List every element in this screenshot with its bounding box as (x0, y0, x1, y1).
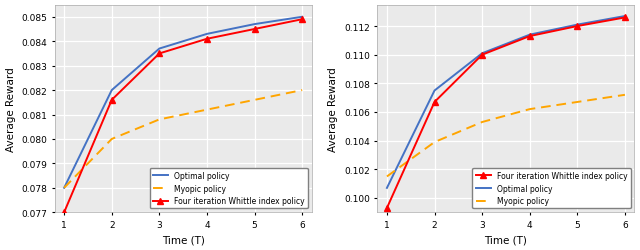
Myopic policy (478, 121, 486, 124)
Myopic policy (60, 186, 68, 190)
Optimal policy (383, 187, 391, 190)
Legend: Optimal policy, Myopic policy, Four iteration Whittle index policy: Optimal policy, Myopic policy, Four iter… (150, 168, 308, 208)
Four iteration Whittle index policy (60, 211, 68, 214)
Optimal policy (431, 90, 438, 93)
Four iteration Whittle index policy (621, 17, 628, 20)
Optimal policy (156, 48, 163, 51)
Myopic policy (203, 109, 211, 112)
Four iteration Whittle index policy (526, 36, 534, 38)
Optimal policy (298, 16, 306, 19)
Line: Optimal policy: Optimal policy (64, 18, 302, 188)
Optimal policy (251, 24, 259, 26)
Line: Myopic policy: Myopic policy (387, 96, 625, 177)
Line: Optimal policy: Optimal policy (387, 17, 625, 188)
X-axis label: Time (T): Time (T) (484, 234, 527, 244)
Y-axis label: Average Reward: Average Reward (328, 67, 339, 151)
Myopic policy (251, 99, 259, 102)
Four iteration Whittle index policy (108, 99, 116, 102)
Four iteration Whittle index policy (573, 26, 581, 29)
Four iteration Whittle index policy (431, 101, 438, 104)
Myopic policy (298, 89, 306, 92)
Optimal policy (478, 52, 486, 56)
Optimal policy (573, 24, 581, 27)
Myopic policy (621, 94, 628, 97)
Four iteration Whittle index policy (203, 38, 211, 41)
Four iteration Whittle index policy (156, 53, 163, 56)
Line: Four iteration Whittle index policy: Four iteration Whittle index policy (384, 16, 628, 211)
Line: Myopic policy: Myopic policy (64, 91, 302, 188)
Four iteration Whittle index policy (383, 206, 391, 210)
Four iteration Whittle index policy (478, 54, 486, 57)
Four iteration Whittle index policy (251, 28, 259, 31)
Myopic policy (383, 175, 391, 178)
Y-axis label: Average Reward: Average Reward (6, 67, 15, 151)
Optimal policy (621, 16, 628, 18)
Four iteration Whittle index policy (298, 19, 306, 22)
Optimal policy (203, 33, 211, 36)
Optimal policy (60, 186, 68, 190)
Myopic policy (431, 141, 438, 144)
X-axis label: Time (T): Time (T) (162, 234, 205, 244)
Optimal policy (526, 34, 534, 37)
Myopic policy (156, 118, 163, 122)
Myopic policy (108, 138, 116, 141)
Myopic policy (526, 108, 534, 111)
Myopic policy (573, 101, 581, 104)
Legend: Four iteration Whittle index policy, Optimal policy, Myopic policy: Four iteration Whittle index policy, Opt… (472, 168, 630, 208)
Line: Four iteration Whittle index policy: Four iteration Whittle index policy (61, 17, 305, 215)
Optimal policy (108, 89, 116, 92)
